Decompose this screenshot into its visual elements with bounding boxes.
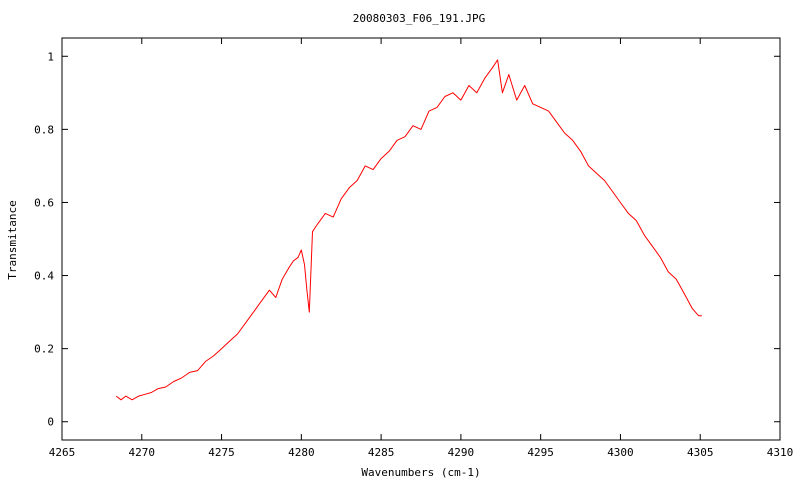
x-axis-label: Wavenumbers (cm-1) <box>361 466 480 479</box>
y-tick-label: 0.4 <box>34 270 54 283</box>
chart-title: 20080303_F06_191.JPG <box>353 12 485 25</box>
x-tick-label: 4300 <box>607 446 634 459</box>
y-tick-label: 0.2 <box>34 343 54 356</box>
x-tick-label: 4285 <box>368 446 395 459</box>
series-layer <box>115 59 702 401</box>
x-tick-label: 4275 <box>208 446 235 459</box>
y-axis-label: Transmitance <box>6 200 19 279</box>
y-tick-label: 0.8 <box>34 123 54 136</box>
series-line <box>115 59 702 401</box>
x-tick-label: 4290 <box>448 446 475 459</box>
x-tick-label: 4295 <box>527 446 554 459</box>
x-tick-label: 4265 <box>49 446 76 459</box>
plot-frame <box>61 37 781 441</box>
x-tick-label: 4270 <box>129 446 156 459</box>
y-tick-label: 0 <box>47 416 54 429</box>
y-tick-label: 1 <box>47 50 54 63</box>
x-tick-label: 4305 <box>687 446 714 459</box>
x-tick-label: 4310 <box>767 446 794 459</box>
y-tick-label: 0.6 <box>34 196 54 209</box>
x-tick-label: 4280 <box>288 446 315 459</box>
axis-ticks: 4265 4270 4275 4280 4285 4290 4295 4300 4305 4310… <box>34 38 793 459</box>
